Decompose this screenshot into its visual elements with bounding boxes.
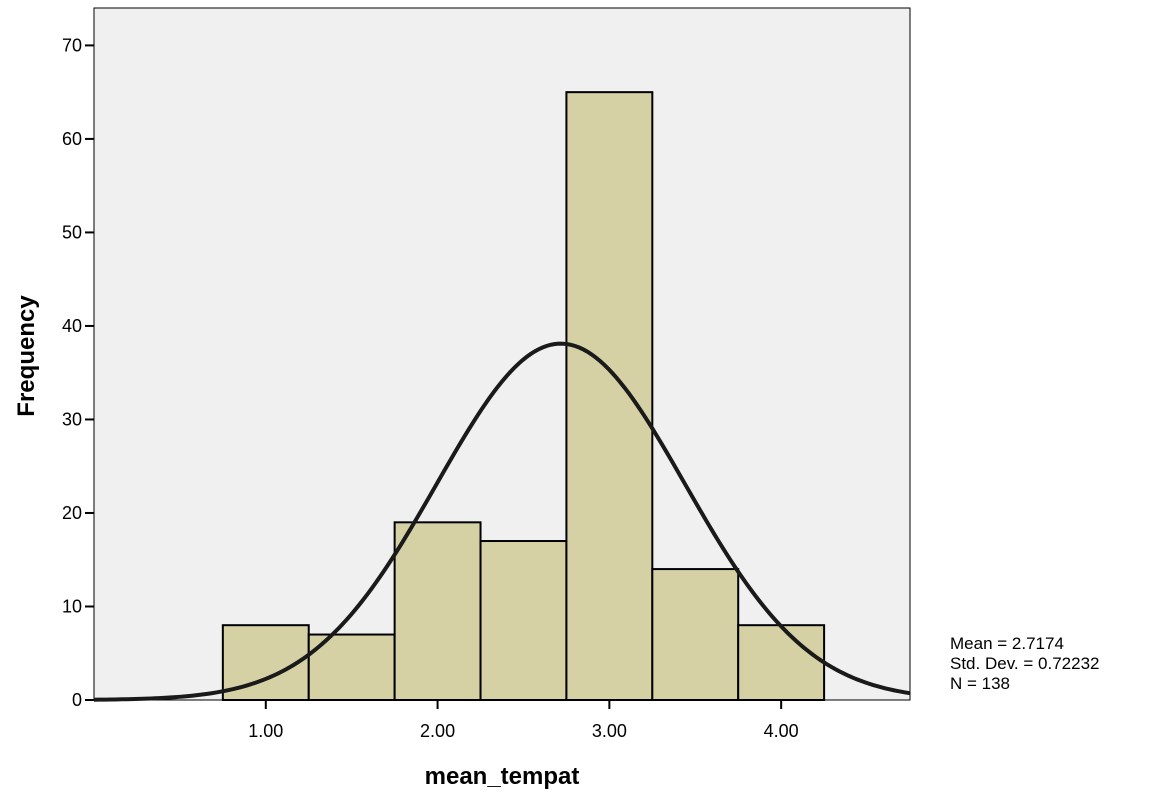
y-axis-title: Frequency — [13, 295, 40, 417]
histogram-bar — [565, 91, 654, 701]
y-tick-label: 40 — [62, 316, 82, 336]
histogram-bar — [393, 521, 482, 702]
y-axis: 0 10 20 30 40 50 60 70 — [62, 35, 94, 710]
y-tick-label: 0 — [72, 690, 82, 710]
y-tick-label: 70 — [62, 35, 82, 55]
x-axis: 1.00 2.00 3.00 4.00 — [248, 700, 799, 741]
y-tick-label: 30 — [62, 409, 82, 429]
y-tick-label: 60 — [62, 129, 82, 149]
stat-mean: Mean = 2.7174 — [950, 634, 1064, 653]
x-axis-title: mean_tempat — [425, 763, 580, 790]
normal-curve — [93, 341, 911, 702]
histogram-bar — [737, 624, 826, 702]
histogram-bar — [479, 540, 568, 702]
x-tick-label: 3.00 — [592, 721, 627, 741]
histogram-bar — [651, 568, 740, 701]
x-tick-label: 1.00 — [248, 721, 283, 741]
y-tick-label: 50 — [62, 222, 82, 242]
x-tick-label: 2.00 — [420, 721, 455, 741]
stat-std-dev: Std. Dev. = 0.72232 — [950, 654, 1100, 673]
stat-n: N = 138 — [950, 674, 1011, 693]
y-tick-label: 20 — [62, 503, 82, 523]
y-tick-label: 10 — [62, 596, 82, 616]
stats-box: Mean = 2.7174 Std. Dev. = 0.72232 N = 13… — [950, 634, 1099, 694]
x-tick-label: 4.00 — [764, 721, 799, 741]
